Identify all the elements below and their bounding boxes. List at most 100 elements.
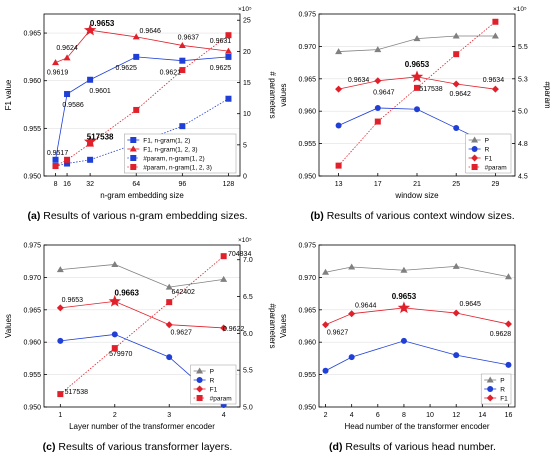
data-label: 0.9642: [449, 91, 471, 98]
data-point: [178, 41, 186, 48]
data-point: [322, 268, 330, 275]
data-label: 0.9653: [392, 292, 417, 301]
data-point: [348, 354, 355, 361]
data-point: [348, 263, 356, 270]
x-tick-label: 14: [478, 412, 486, 419]
data-label: 642402: [172, 289, 195, 296]
y2-tick-label: 4.8: [518, 141, 528, 148]
panel-b: 0.950 0.955 0.960 0.965 0.970 0.975 values 4.5 4…: [275, 0, 550, 230]
data-point: [492, 18, 499, 25]
legend-label: F1, n-gram(1, 2): [143, 138, 190, 145]
caption-tag: (d): [329, 441, 343, 453]
data-point: [220, 275, 228, 282]
data-point: [504, 273, 512, 280]
data-point: [374, 118, 381, 125]
legend-label: #param, n-gram(1, 2, 3): [143, 165, 212, 172]
y-tick-label: 0.965: [298, 76, 316, 83]
plot-frame: [318, 244, 516, 408]
y-axis-label: values: [279, 83, 288, 106]
data-point: [179, 123, 186, 130]
data-point: [133, 53, 140, 60]
x-axis-label: window size: [394, 191, 439, 200]
data-point: [225, 53, 232, 60]
series-0: [56, 260, 228, 290]
annotations: 0.9627 0.9644 0.9653 0.9645 0.9628: [327, 292, 511, 338]
y2-axis: 4.5 4.8 5.0 5.3 5.5: [512, 44, 528, 181]
legend-marker: [471, 154, 479, 162]
data-label: 0.9586: [62, 102, 84, 109]
data-point: [87, 76, 94, 83]
y-axis: 0.950 0.955 0.960 0.965: [23, 31, 47, 181]
data-label: 0.9663: [115, 288, 140, 297]
y2-tick-label: 0: [243, 174, 247, 181]
data-point: [52, 59, 60, 66]
legend-label: R: [210, 378, 215, 385]
y-axis-label: F1 value: [4, 79, 13, 110]
series-1: [52, 26, 232, 66]
data-point: [64, 160, 71, 167]
x-tick-label: 12: [452, 412, 460, 419]
y-tick-label: 0.960: [23, 340, 41, 347]
y2-tick-label: 10: [243, 111, 251, 118]
plot-frame: [43, 13, 241, 177]
series-line: [60, 255, 224, 395]
data-label: 704834: [228, 251, 251, 258]
data-point: [322, 321, 330, 329]
x-tick-label: 8: [402, 412, 406, 419]
y-tick-label: 0.950: [23, 405, 41, 412]
y-axis-label: Values: [279, 314, 288, 338]
y2-tick-label: 5.5: [518, 44, 528, 51]
data-point: [57, 337, 64, 344]
x-axis-label: Layer number of the transformer encoder: [69, 422, 215, 431]
legend-marker: [130, 137, 137, 143]
series-line: [338, 21, 496, 166]
legend-marker: [471, 146, 478, 152]
y2-axis-label: #parameters: [268, 304, 277, 349]
x-tick-label: 1: [58, 412, 62, 419]
x-tick-label: 2: [324, 412, 328, 419]
best-star: [83, 135, 97, 147]
data-label: 0.9627: [327, 330, 349, 337]
x-tick-label: 25: [452, 181, 460, 188]
data-point: [165, 283, 173, 290]
legend-marker: [471, 136, 479, 143]
data-point: [413, 35, 421, 42]
data-label: 0.9625: [116, 65, 138, 72]
x-axis-label: n-gram embedding size: [100, 191, 184, 200]
legend-label: F1, n-gram(1, 2, 3): [143, 147, 197, 154]
data-point: [52, 163, 59, 170]
legend: PR F1: [480, 373, 512, 405]
y2-tick-label: 5: [243, 142, 247, 149]
data-label: 0.9627: [171, 330, 193, 337]
data-point: [56, 304, 64, 312]
y2-tick-label: 5.3: [518, 76, 528, 83]
chart-b: 0.9500.9550.9600.9650.9700.975values4.54…: [279, 6, 550, 200]
caption-d: (d) Results of various head number.: [275, 441, 550, 453]
legend-marker: [130, 164, 137, 170]
data-point: [132, 33, 140, 40]
data-point: [63, 54, 71, 61]
data-point: [400, 266, 408, 273]
data-point: [225, 95, 232, 102]
data-label: 0.9647: [373, 90, 395, 97]
data-label: 0.9634: [483, 77, 505, 84]
caption-tag: (b): [310, 210, 324, 222]
caption-text: Results of various head number.: [345, 441, 496, 453]
data-label: 0.9625: [210, 65, 232, 72]
data-point: [57, 391, 64, 398]
data-label: 0.9622: [223, 326, 245, 333]
data-point: [220, 324, 228, 332]
data-label: 0.9645: [459, 301, 481, 308]
data-point: [414, 106, 420, 113]
y-tick-label: 0.955: [298, 372, 316, 379]
data-point: [133, 106, 140, 113]
x-axis-label: Head number of the transformer encoder: [345, 422, 490, 431]
data-point: [453, 352, 460, 359]
data-point: [452, 262, 460, 269]
caption-c: (c) Results of various transformer layer…: [0, 441, 275, 453]
legend-label: P: [500, 378, 504, 385]
data-point: [111, 345, 118, 352]
data-label: 0.9517: [47, 150, 69, 157]
y2-axis-label: #param: [543, 81, 550, 108]
data-label: 0.9644: [355, 303, 377, 310]
